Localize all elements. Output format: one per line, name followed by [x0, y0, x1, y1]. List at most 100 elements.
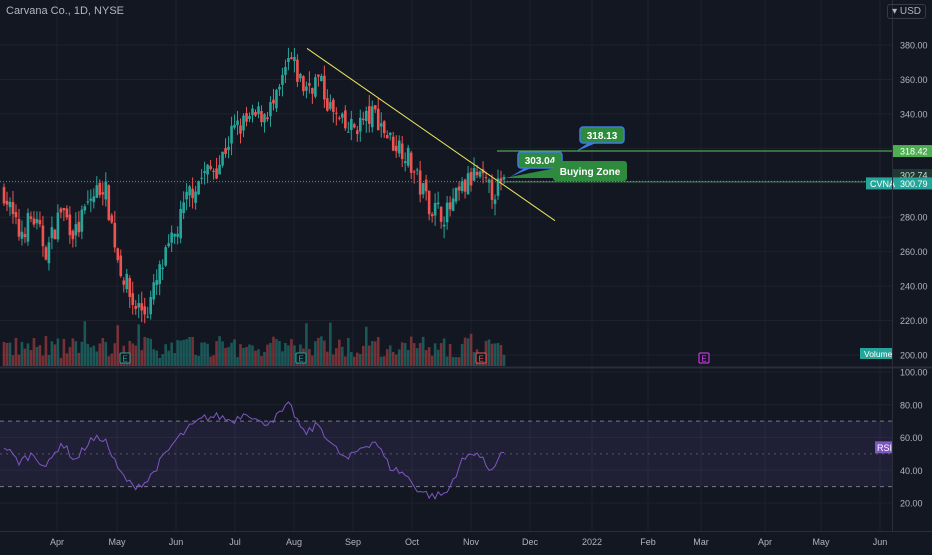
- volume-bar: [35, 346, 39, 366]
- volume-bar: [8, 342, 12, 366]
- candle-body: [125, 273, 129, 290]
- candle-body: [233, 124, 236, 128]
- currency-selector[interactable]: ▾ USD: [887, 4, 926, 19]
- volume-bar: [263, 351, 266, 366]
- candle-body: [65, 208, 69, 218]
- candle-body: [382, 121, 386, 134]
- candle-body: [50, 227, 54, 239]
- candle-body: [68, 214, 72, 236]
- candle-body: [86, 201, 90, 203]
- candle-body: [122, 280, 126, 285]
- volume-bar: [442, 338, 446, 366]
- candlesticks: [2, 47, 506, 324]
- volume-bar: [412, 343, 416, 366]
- zone-callout-pointer: [505, 168, 560, 178]
- candle-body: [502, 177, 506, 180]
- candle-body: [320, 75, 323, 82]
- volume-bar: [451, 357, 455, 366]
- volume-bar: [257, 349, 260, 366]
- rsi-series: [3, 401, 505, 500]
- candle-body: [32, 218, 36, 225]
- candle-body: [17, 218, 21, 237]
- symbol-title[interactable]: Carvana Co., 1D, NYSE: [6, 5, 124, 17]
- target-callout-box: [579, 126, 625, 144]
- volume-bar: [65, 353, 69, 366]
- candle-body: [341, 113, 344, 118]
- volume-bar: [281, 351, 284, 366]
- volume-bar: [427, 347, 431, 366]
- rsi-pane[interactable]: [0, 369, 892, 531]
- volume-label-bg: [860, 348, 892, 359]
- volume-bar: [80, 341, 84, 366]
- volume-bar: [466, 338, 470, 366]
- candle-body: [14, 212, 18, 218]
- candle-body: [350, 119, 353, 131]
- trendline: [306, 48, 556, 222]
- volume-bar: [415, 348, 419, 366]
- volume-bar: [26, 343, 30, 366]
- candle-body: [146, 316, 150, 318]
- candle-body: [74, 224, 78, 236]
- volume-bar: [433, 343, 437, 366]
- volume-bar: [176, 340, 179, 366]
- volume-bar: [487, 339, 491, 366]
- candle-body: [149, 297, 153, 315]
- symbol-tag: CVNA: [870, 179, 895, 189]
- candle-body: [293, 56, 296, 62]
- rsi-tick-label: 20.00: [900, 499, 923, 509]
- volume-bar: [134, 345, 138, 366]
- candle-body: [403, 161, 407, 164]
- candle-body: [188, 186, 191, 196]
- candle-body: [344, 110, 347, 129]
- volume-bar: [439, 343, 443, 366]
- volume-bar: [350, 351, 353, 366]
- candle-body: [173, 233, 176, 237]
- volume-bar: [155, 350, 158, 366]
- rsi-tick-label: 80.00: [900, 400, 923, 410]
- candle-body: [400, 143, 404, 160]
- candle-body: [472, 168, 476, 181]
- candle-body: [379, 123, 383, 127]
- candle-body: [83, 206, 87, 211]
- candle-body: [20, 231, 24, 239]
- volume-bar: [131, 343, 135, 366]
- volume-bar: [173, 353, 176, 366]
- volume-bar: [403, 343, 407, 366]
- candle-body: [92, 196, 96, 203]
- volume-bar: [367, 345, 371, 366]
- candle-body: [439, 206, 443, 222]
- volume-bar: [490, 343, 494, 366]
- volume-bar: [409, 336, 413, 366]
- volume-bar: [278, 340, 281, 366]
- volume-bar: [50, 341, 54, 366]
- candle-body: [329, 102, 332, 109]
- candle-body: [370, 106, 374, 128]
- volume-bar: [236, 357, 239, 366]
- time-tick-label: 2022: [582, 537, 602, 547]
- volume-bar: [170, 342, 173, 366]
- candle-body: [23, 234, 27, 238]
- volume-bar: [344, 356, 347, 366]
- candle-body: [41, 225, 45, 247]
- price-tick-label: 360.00: [900, 75, 928, 85]
- volume-bar: [376, 337, 380, 366]
- candle-body: [442, 224, 446, 227]
- volume-bar: [496, 342, 500, 366]
- candle-body: [424, 179, 428, 192]
- time-tick-label: Apr: [758, 537, 772, 547]
- candle-body: [98, 182, 102, 195]
- volume-bar: [394, 354, 398, 366]
- candle-body: [421, 183, 425, 195]
- volume-bar: [2, 341, 6, 366]
- volume-bar: [203, 342, 206, 366]
- volume-bar: [38, 345, 42, 366]
- volume-bar: [338, 339, 341, 366]
- time-tick-label: May: [108, 537, 126, 547]
- time-tick-label: Aug: [286, 537, 302, 547]
- price-tick-label: 280.00: [900, 213, 928, 223]
- candle-body: [194, 191, 197, 203]
- candle-body: [457, 186, 461, 191]
- price-pane[interactable]: [0, 0, 892, 367]
- rsi-tick-label: 60.00: [900, 433, 923, 443]
